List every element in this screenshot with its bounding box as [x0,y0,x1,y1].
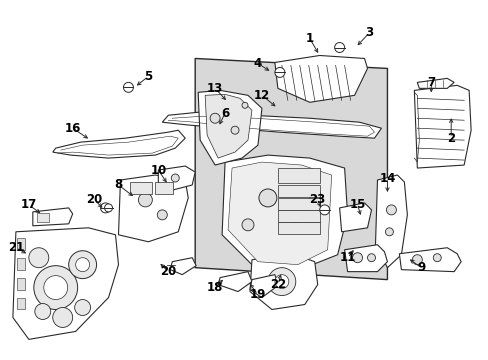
Circle shape [171,174,179,182]
Text: 4: 4 [253,57,262,70]
Polygon shape [227,162,331,265]
Circle shape [53,307,73,328]
Circle shape [75,300,90,315]
Text: 20: 20 [160,265,176,278]
Bar [37,213,49,222]
Text: 20: 20 [86,193,102,206]
Bar [277,210,319,222]
Circle shape [274,275,288,289]
Circle shape [101,203,110,213]
Bar [17,298,25,310]
Polygon shape [274,55,367,102]
Polygon shape [249,255,317,310]
Circle shape [352,253,362,263]
Circle shape [242,219,253,231]
Text: 10: 10 [150,163,166,176]
Polygon shape [13,228,118,339]
Text: 21: 21 [8,241,24,254]
Circle shape [286,207,302,223]
Polygon shape [162,112,381,138]
Bar [277,198,319,210]
Circle shape [230,126,239,134]
Polygon shape [53,130,185,158]
Bar [17,258,25,270]
Text: 2: 2 [446,132,454,145]
Text: 6: 6 [221,107,229,120]
Bar [277,222,319,234]
Circle shape [104,204,112,212]
Circle shape [259,189,276,207]
Circle shape [432,254,440,262]
Circle shape [274,67,285,77]
Circle shape [34,266,78,310]
Circle shape [44,276,67,300]
Circle shape [242,102,247,108]
Polygon shape [416,78,453,88]
Circle shape [411,255,422,265]
Polygon shape [413,85,470,168]
Text: 5: 5 [144,70,152,83]
Circle shape [35,303,51,319]
Polygon shape [249,275,277,298]
Polygon shape [222,155,347,272]
Polygon shape [399,248,460,272]
Text: 16: 16 [64,122,81,135]
Text: 17: 17 [20,198,37,211]
Polygon shape [218,272,251,292]
Circle shape [210,113,220,123]
Polygon shape [375,175,407,268]
Bar [130,182,152,194]
Text: 1: 1 [305,32,313,45]
Polygon shape [198,90,262,165]
Circle shape [138,193,152,207]
Polygon shape [339,203,371,232]
Bar [277,168,319,183]
Text: 13: 13 [206,82,223,95]
Polygon shape [170,258,196,275]
Bar [17,238,25,250]
Circle shape [334,42,344,53]
Text: 8: 8 [114,179,122,192]
Polygon shape [205,94,251,158]
Text: 22: 22 [269,278,285,291]
Polygon shape [158,166,195,192]
Circle shape [123,82,133,92]
Circle shape [68,251,96,279]
Text: 18: 18 [206,281,223,294]
Circle shape [367,254,375,262]
Bar [155,182,173,194]
Circle shape [386,205,396,215]
Circle shape [29,248,49,268]
Text: 7: 7 [427,76,434,89]
Text: 15: 15 [348,198,365,211]
Circle shape [267,268,295,296]
Circle shape [385,228,393,236]
Bar [17,278,25,289]
Text: 11: 11 [339,251,355,264]
Bar [277,185,319,197]
Text: 9: 9 [416,261,425,274]
Polygon shape [344,245,386,272]
Text: 12: 12 [253,89,269,102]
Text: 14: 14 [379,171,395,185]
Polygon shape [195,58,386,280]
Circle shape [308,189,320,201]
Circle shape [76,258,89,272]
Text: 19: 19 [249,288,265,301]
Circle shape [157,210,167,220]
Polygon shape [33,208,73,226]
Polygon shape [118,175,188,242]
Text: 3: 3 [365,26,373,39]
Circle shape [319,205,329,215]
Text: 23: 23 [309,193,325,206]
